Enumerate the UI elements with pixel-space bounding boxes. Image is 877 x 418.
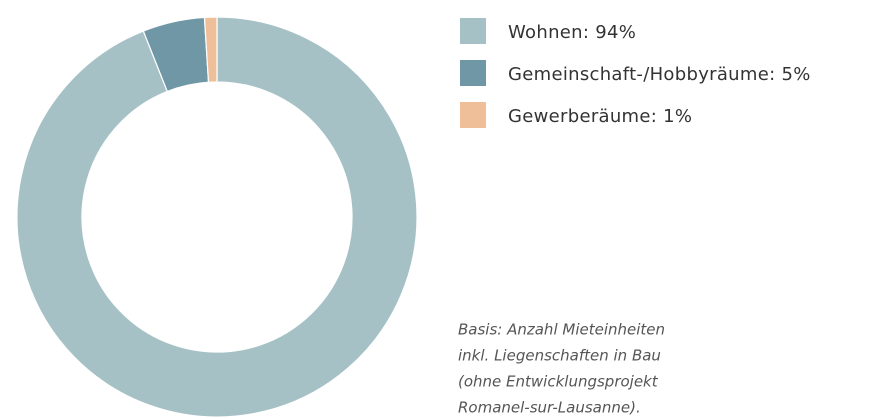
donut-slice <box>203 16 218 83</box>
legend-swatch <box>460 60 486 86</box>
legend-swatch <box>460 18 486 44</box>
legend-label: Wohnen: 94% <box>508 22 636 43</box>
legend-label: Gewerberäume: 1% <box>508 106 692 127</box>
footnote: (ohne Entwicklungsprojekt <box>458 373 659 391</box>
legend-label: Gemeinschaft-/Hobbyräume: 5% <box>508 64 811 85</box>
footnote: Romanel-sur-Lausanne). <box>458 399 641 417</box>
donut-slice <box>16 16 418 418</box>
footnote: Basis: Anzahl Mieteinheiten <box>458 321 665 339</box>
legend-swatch <box>460 102 486 128</box>
footnote: inkl. Liegenschaften in Bau <box>458 347 661 365</box>
